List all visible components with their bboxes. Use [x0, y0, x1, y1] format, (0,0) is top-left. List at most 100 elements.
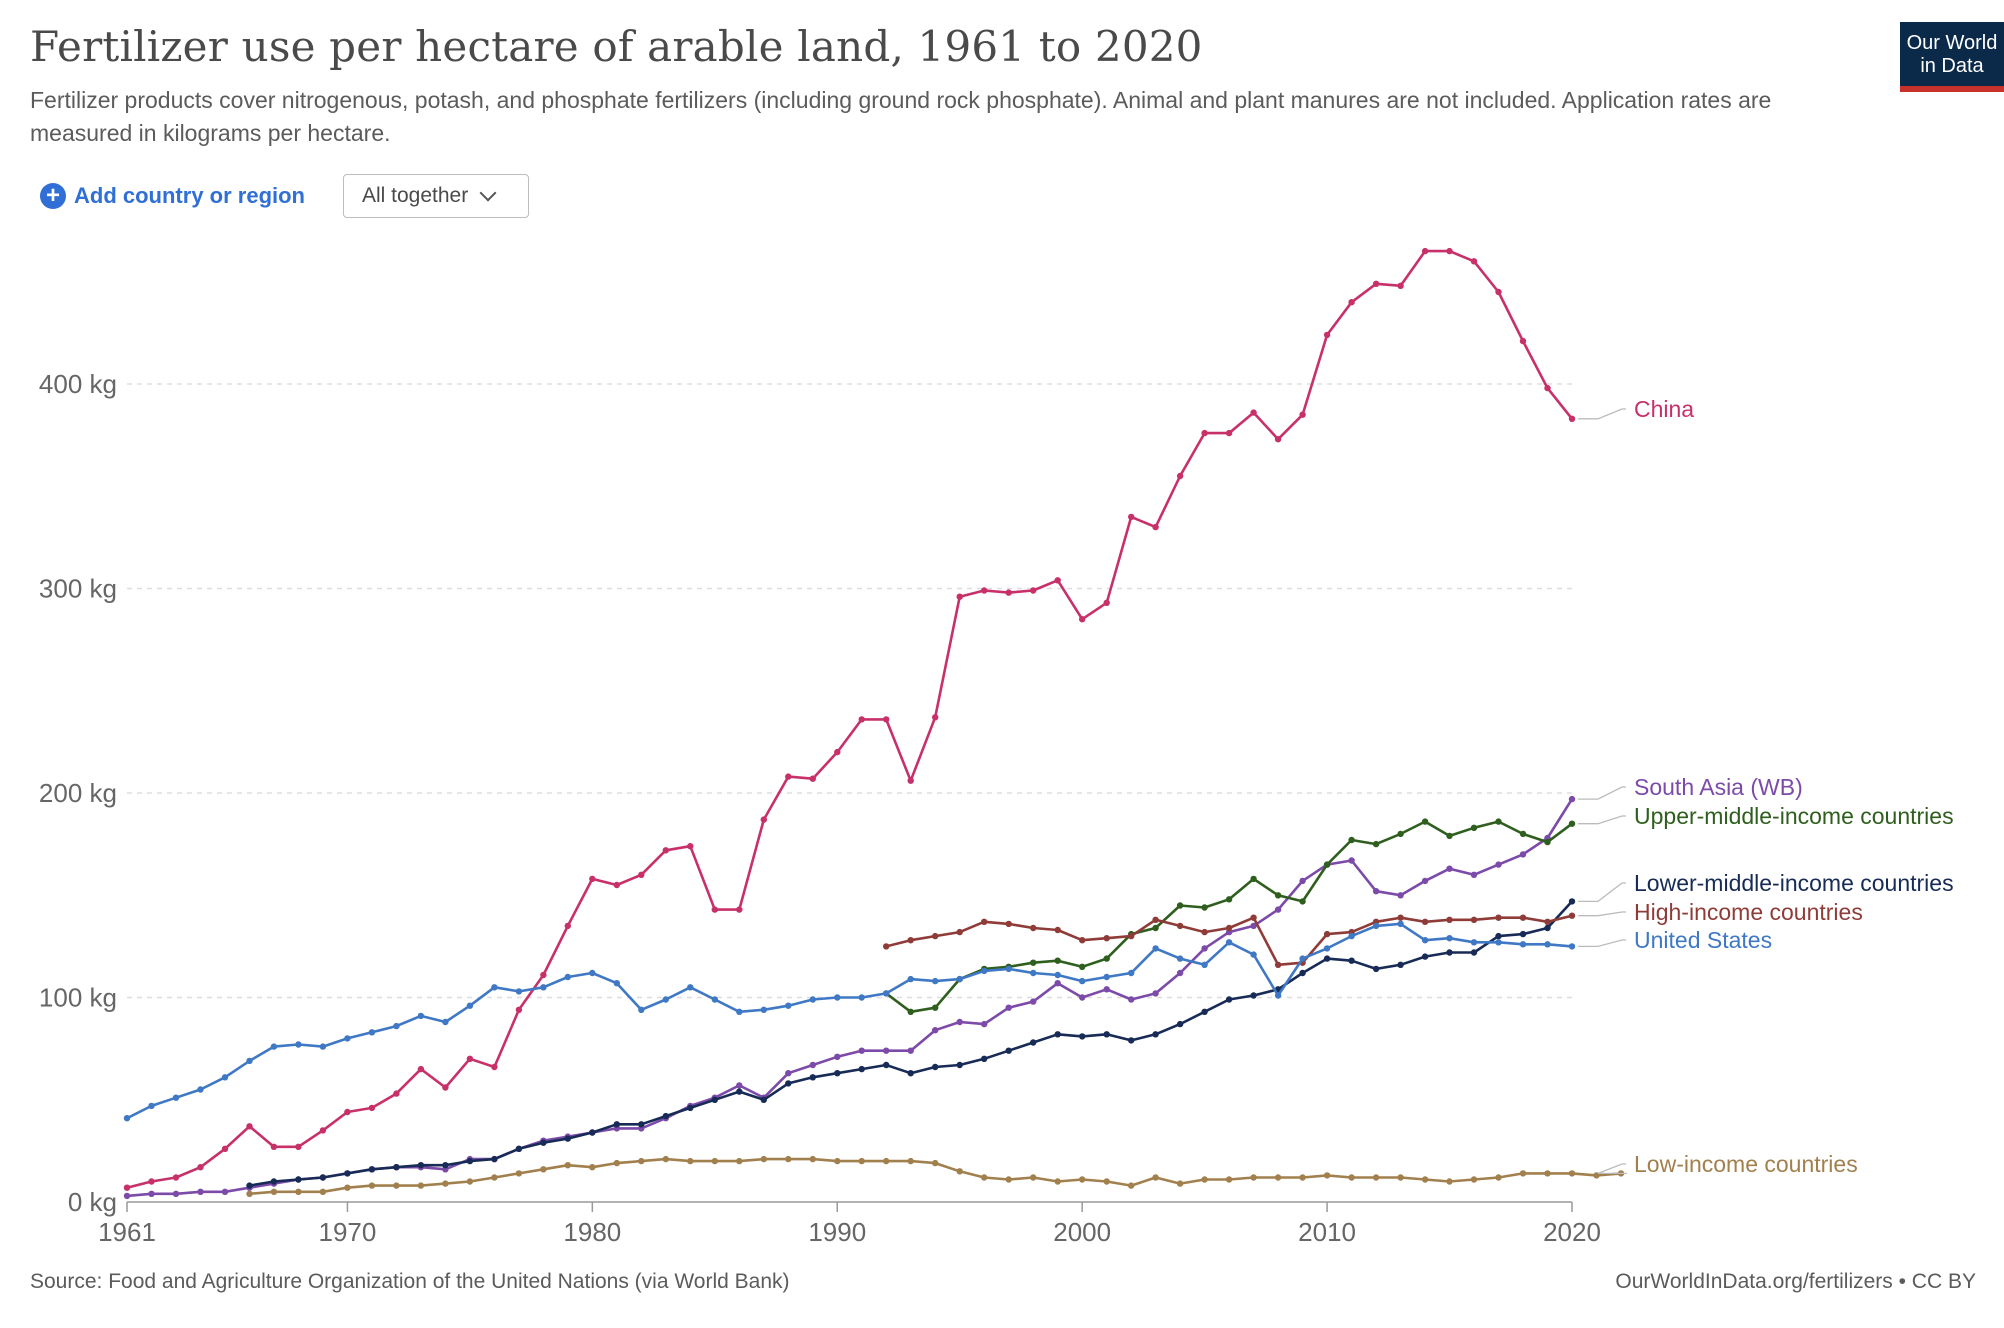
- data-point: [638, 871, 645, 878]
- data-point: [295, 1176, 302, 1183]
- data-point: [1201, 945, 1208, 952]
- data-point: [981, 967, 988, 975]
- data-point: [956, 928, 963, 936]
- data-point: [1446, 247, 1453, 255]
- data-point: [1201, 1176, 1208, 1183]
- data-point: [1103, 599, 1110, 606]
- y-tick-label: 200 kg: [39, 778, 117, 808]
- facet-dropdown[interactable]: All together: [343, 174, 529, 218]
- data-point: [515, 1006, 523, 1013]
- data-point: [1054, 957, 1061, 964]
- data-point: [344, 1108, 351, 1116]
- data-point: [711, 906, 718, 913]
- data-point: [515, 1170, 523, 1177]
- x-tick-label: 2010: [1298, 1217, 1356, 1247]
- series-line: [126, 249, 1574, 1189]
- data-point: [344, 1035, 351, 1042]
- credit-note[interactable]: OurWorldInData.org/fertilizers • CC BY: [1615, 1270, 1976, 1293]
- source-note[interactable]: Source: Food and Agriculture Organizatio…: [30, 1270, 790, 1293]
- data-point: [1470, 939, 1478, 946]
- data-point: [809, 996, 816, 1003]
- data-point: [1128, 1037, 1135, 1044]
- data-point: [687, 843, 694, 850]
- data-point: [907, 975, 914, 983]
- data-point: [1372, 888, 1380, 895]
- series-label: High-income countries: [1634, 899, 1863, 925]
- data-point: [1005, 589, 1012, 596]
- data-point: [1519, 851, 1527, 858]
- data-point: [1299, 955, 1306, 962]
- data-point: [687, 1157, 694, 1165]
- data-point: [1054, 577, 1061, 584]
- data-point: [123, 1115, 131, 1122]
- data-point: [932, 1027, 939, 1034]
- data-point: [1250, 951, 1257, 958]
- data-point: [270, 1043, 278, 1050]
- data-point: [1152, 1031, 1159, 1038]
- data-point: [1176, 922, 1184, 930]
- data-point: [1323, 1172, 1331, 1179]
- data-point: [785, 1070, 792, 1077]
- data-point: [1397, 914, 1404, 921]
- data-point: [1323, 930, 1331, 938]
- data-point: [393, 1090, 400, 1097]
- data-point: [956, 1168, 963, 1175]
- data-point: [736, 1088, 743, 1095]
- data-point: [638, 1006, 645, 1013]
- data-point: [809, 775, 816, 782]
- chart-subtitle: Fertilizer products cover nitrogenous, p…: [30, 87, 1772, 146]
- data-point: [540, 1166, 547, 1173]
- data-point: [1299, 1174, 1306, 1181]
- data-point: [1568, 912, 1576, 919]
- x-tick-label: 1990: [808, 1217, 866, 1247]
- data-point: [662, 996, 669, 1003]
- data-point: [1152, 916, 1159, 923]
- data-point: [1274, 906, 1282, 913]
- data-point: [1128, 996, 1135, 1003]
- series-label: Low-income countries: [1634, 1151, 1858, 1177]
- data-point: [1568, 415, 1576, 422]
- data-point: [393, 1022, 400, 1030]
- data-point: [1030, 1174, 1037, 1181]
- data-point: [1079, 616, 1086, 623]
- data-point: [1397, 282, 1404, 289]
- data-point: [1250, 1174, 1257, 1181]
- data-point: [907, 1008, 914, 1015]
- data-point: [1544, 924, 1551, 932]
- series-label: South Asia (WB): [1634, 774, 1803, 800]
- legend-connector: [1578, 911, 1626, 917]
- data-point: [589, 1129, 596, 1136]
- data-point: [736, 906, 743, 913]
- data-point: [1372, 922, 1380, 930]
- data-point: [1054, 926, 1061, 934]
- add-country-button[interactable]: + Add country or region: [40, 183, 305, 209]
- data-point: [221, 1188, 229, 1196]
- data-point: [883, 716, 890, 723]
- data-point: [1225, 429, 1233, 437]
- data-point: [834, 1053, 841, 1061]
- data-point: [809, 1074, 816, 1081]
- data-point: [809, 1061, 816, 1069]
- data-point: [1030, 969, 1037, 977]
- data-point: [246, 1123, 253, 1130]
- data-point: [736, 1008, 743, 1015]
- data-point: [1152, 945, 1159, 952]
- data-point: [932, 1159, 939, 1167]
- data-point: [1446, 949, 1453, 956]
- legend-connector: [1597, 1163, 1627, 1175]
- data-point: [1519, 914, 1527, 921]
- legend-connector: [1578, 939, 1626, 948]
- data-point: [638, 1157, 645, 1165]
- data-point: [1544, 941, 1551, 948]
- data-point: [1323, 331, 1331, 339]
- data-point: [662, 847, 669, 854]
- data-point: [760, 1155, 767, 1163]
- data-point: [1103, 1031, 1110, 1038]
- data-point: [344, 1184, 351, 1191]
- series-label: China: [1634, 396, 1694, 422]
- data-point: [1568, 1170, 1576, 1177]
- data-point: [638, 1121, 645, 1128]
- owid-logo[interactable]: Our World in Data: [1900, 22, 2004, 92]
- data-point: [1152, 523, 1159, 531]
- data-point: [515, 1145, 523, 1153]
